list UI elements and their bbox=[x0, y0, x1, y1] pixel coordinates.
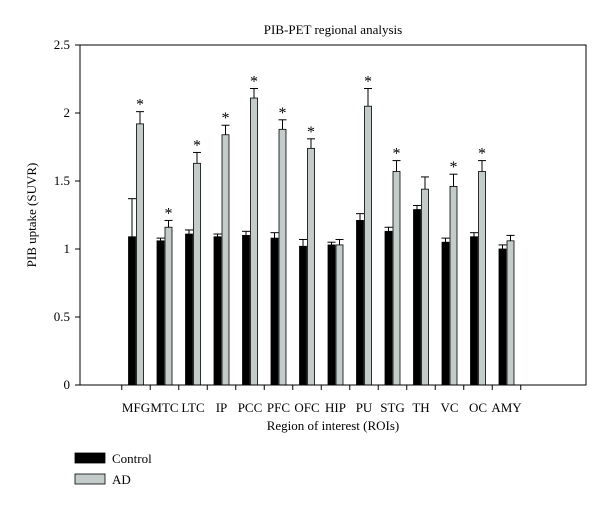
y-tick-label: 2.5 bbox=[54, 37, 70, 52]
bar-control-ltc bbox=[185, 233, 193, 386]
bar-ad-ip bbox=[221, 134, 230, 386]
significance-star-pu: * bbox=[364, 74, 372, 91]
plot-frame bbox=[79, 44, 587, 386]
bar-ad-vc bbox=[449, 186, 458, 386]
bar-ad-hip bbox=[335, 244, 344, 386]
bar-series-group bbox=[128, 97, 515, 386]
chart-title: PIB-PET regional analysis bbox=[264, 22, 402, 37]
x-tick-label-vc: VC bbox=[440, 400, 458, 415]
x-tick-label-th: TH bbox=[412, 400, 429, 415]
legend: Control AD bbox=[74, 451, 152, 487]
bar-control-ofc bbox=[299, 245, 307, 386]
x-tick-label-stg: STG bbox=[380, 400, 405, 415]
x-tick-label-pcc: PCC bbox=[238, 400, 263, 415]
significance-star-pfc: * bbox=[279, 105, 287, 122]
x-axis-label: Region of interest (ROIs) bbox=[267, 418, 400, 433]
x-tick-label-hip: HIP bbox=[325, 400, 346, 415]
bar-ad-pcc bbox=[250, 97, 258, 386]
significance-star-ofc: * bbox=[307, 124, 315, 141]
bar-control-hip bbox=[327, 244, 336, 386]
significance-star-stg: * bbox=[393, 146, 401, 163]
x-tick-label-oc: OC bbox=[469, 400, 487, 415]
bar-ad-ltc bbox=[193, 162, 201, 386]
legend-label-ad: AD bbox=[112, 472, 131, 487]
x-tick-label-mtc: MTC bbox=[150, 400, 178, 415]
bar-ad-oc bbox=[478, 171, 486, 386]
x-tick-label-mfg: MFG bbox=[122, 400, 150, 415]
y-tick-label: 0.5 bbox=[54, 309, 70, 324]
bar-control-oc bbox=[470, 236, 478, 386]
bar-ad-pu bbox=[364, 105, 372, 386]
significance-marker-group: * * * * * * * * * * * bbox=[136, 74, 486, 223]
bar-ad-ofc bbox=[307, 147, 315, 386]
significance-star-pcc: * bbox=[250, 74, 258, 91]
bar-control-pu bbox=[356, 220, 364, 386]
legend-label-control: Control bbox=[112, 451, 152, 466]
bar-control-ip bbox=[213, 236, 222, 386]
y-axis: 0 0.5 1 1.5 2 2.5 bbox=[54, 37, 80, 392]
significance-star-ip: * bbox=[222, 110, 230, 127]
bar-ad-mfg bbox=[136, 123, 144, 386]
significance-star-vc: * bbox=[450, 159, 458, 176]
bar-ad-pfc bbox=[278, 128, 287, 386]
x-tick-label-amy: AMY bbox=[491, 400, 522, 415]
x-tick-label-pfc: PFC bbox=[267, 400, 290, 415]
bar-control-amy bbox=[498, 248, 507, 386]
bar-control-pfc bbox=[270, 237, 279, 386]
legend-swatch-ad bbox=[74, 473, 106, 485]
bar-control-pcc bbox=[242, 234, 250, 386]
y-tick-label: 1 bbox=[64, 241, 71, 256]
significance-star-mfg: * bbox=[136, 97, 144, 114]
y-tick-label: 0 bbox=[64, 377, 71, 392]
significance-star-mtc: * bbox=[165, 205, 173, 222]
x-tick-label-ltc: LTC bbox=[181, 400, 204, 415]
bar-control-vc bbox=[441, 241, 450, 386]
bar-ad-mtc bbox=[164, 226, 173, 386]
bar-ad-amy bbox=[506, 240, 515, 386]
bar-control-mtc bbox=[156, 240, 165, 386]
y-tick-label: 1.5 bbox=[54, 173, 70, 188]
x-tick-label-pu: PU bbox=[356, 400, 373, 415]
significance-star-ltc: * bbox=[193, 137, 201, 154]
y-tick-label: 2 bbox=[64, 105, 71, 120]
bar-ad-th bbox=[421, 188, 429, 386]
bar-ad-stg bbox=[392, 171, 401, 386]
legend-swatch-control bbox=[74, 452, 106, 464]
bar-control-mfg bbox=[128, 236, 136, 386]
bar-control-stg bbox=[384, 230, 393, 386]
bar-control-th bbox=[413, 209, 421, 386]
y-axis-label: PIB uptake (SUVR) bbox=[24, 163, 39, 268]
x-axis: MFG MTC LTC IP PCC PFC OFC HIP PU STG TH VC OC AMY bbox=[121, 385, 522, 415]
x-tick-label-ofc: OFC bbox=[294, 400, 319, 415]
x-tick-label-ip: IP bbox=[216, 400, 228, 415]
error-bar-group bbox=[128, 88, 515, 249]
significance-star-oc: * bbox=[478, 146, 486, 163]
